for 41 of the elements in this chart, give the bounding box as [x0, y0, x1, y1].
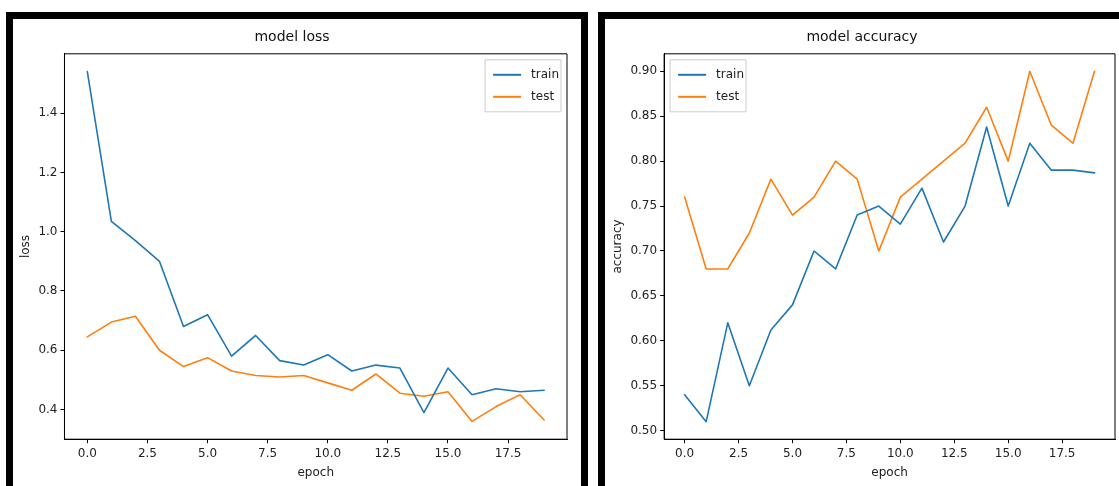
x-tick-label: 5.0 — [198, 445, 218, 460]
x-tick-label: 17.5 — [1048, 445, 1076, 460]
legend-label: train — [531, 66, 560, 81]
y-tick-label: 0.60 — [630, 332, 658, 347]
y-axis-title: accuracy — [610, 219, 625, 274]
x-tick-label: 17.5 — [494, 445, 522, 460]
x-tick-label: 0.0 — [77, 445, 97, 460]
y-tick-label: 0.4 — [38, 401, 58, 416]
y-tick-label: 1.0 — [38, 223, 58, 238]
chart-title: model accuracy — [806, 28, 918, 45]
chart-title: model loss — [254, 28, 330, 45]
y-tick-label: 0.85 — [630, 108, 658, 123]
y-tick-label: 0.90 — [630, 63, 658, 78]
x-tick-label: 5.0 — [782, 445, 803, 460]
y-tick-label: 0.6 — [38, 342, 58, 357]
y-tick-label: 0.70 — [630, 243, 658, 258]
y-tick-label: 0.80 — [630, 153, 658, 168]
y-tick-label: 0.65 — [630, 288, 658, 303]
y-axis-title: loss — [18, 234, 33, 259]
legend-label: test — [531, 88, 555, 103]
x-tick-label: 7.5 — [836, 445, 856, 460]
x-tick-label: 12.5 — [374, 445, 402, 460]
legend-label: test — [716, 88, 740, 103]
legend-label: train — [716, 66, 745, 81]
x-axis-title: epoch — [871, 464, 908, 479]
y-tick-label: 0.8 — [38, 283, 58, 298]
x-tick-label: 12.5 — [940, 445, 968, 460]
y-tick-label: 1.2 — [38, 164, 58, 179]
x-tick-label: 15.0 — [994, 445, 1022, 460]
y-tick-label: 0.50 — [630, 422, 658, 437]
x-axis-title: epoch — [297, 464, 335, 479]
y-tick-label: 1.4 — [38, 105, 58, 120]
x-tick-label: 2.5 — [137, 445, 157, 460]
x-tick-label: 2.5 — [729, 445, 749, 460]
y-tick-label: 0.75 — [630, 198, 658, 213]
x-tick-label: 15.0 — [434, 445, 462, 460]
x-tick-label: 10.0 — [314, 445, 342, 460]
y-tick-label: 0.55 — [630, 377, 658, 392]
x-tick-label: 10.0 — [886, 445, 914, 460]
x-tick-label: 7.5 — [258, 445, 278, 460]
x-tick-label: 0.0 — [675, 445, 695, 460]
